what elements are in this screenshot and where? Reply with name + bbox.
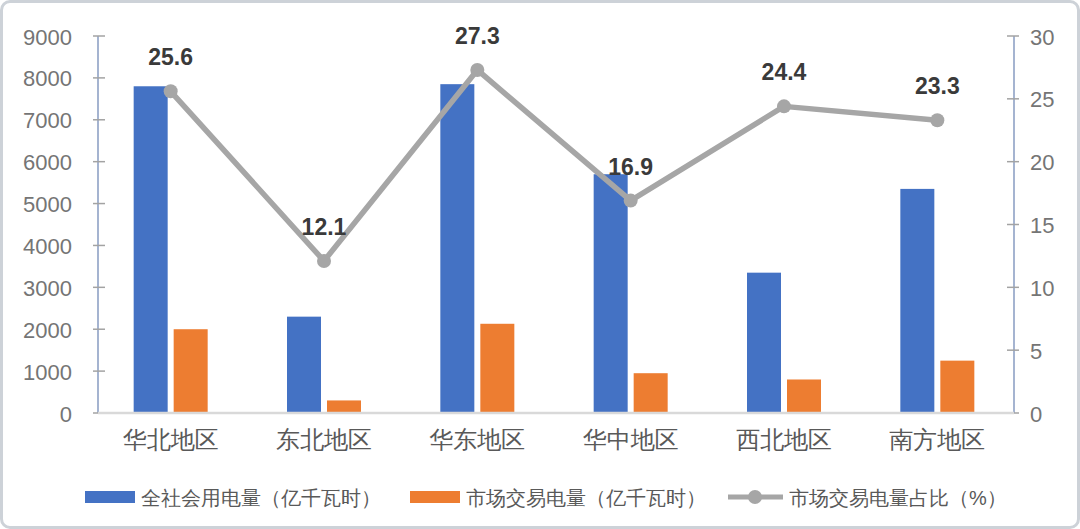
legend-label-total: 全社会用电量（亿千瓦时） xyxy=(141,487,381,509)
percent-data-label: 12.1 xyxy=(302,214,347,240)
market-trade-bar xyxy=(480,324,514,413)
percent-data-label: 23.3 xyxy=(915,73,960,99)
legend-dot-marker xyxy=(748,490,762,504)
category-label: 南方地区 xyxy=(889,426,985,453)
left-tick-label: 1000 xyxy=(23,360,72,385)
left-tick-label: 2000 xyxy=(23,318,72,343)
total-consumption-bar xyxy=(134,86,168,413)
market-trade-bar xyxy=(940,361,974,413)
legend-swatch-market xyxy=(410,491,460,503)
legend-label-percent: 市场交易电量占比（%） xyxy=(789,487,1007,509)
percent-line xyxy=(171,70,938,261)
total-consumption-bar xyxy=(747,273,781,413)
percent-data-label: 24.4 xyxy=(762,59,807,85)
category-label: 东北地区 xyxy=(276,426,372,453)
left-tick-label: 7000 xyxy=(23,108,72,133)
market-trade-bar xyxy=(634,373,668,413)
total-consumption-bar xyxy=(594,174,628,413)
left-tick-label: 5000 xyxy=(23,192,72,217)
legend-label-market: 市场交易电量（亿千瓦时） xyxy=(466,487,706,509)
percent-line-marker xyxy=(777,99,791,113)
left-tick-label: 4000 xyxy=(23,234,72,259)
category-label: 西北地区 xyxy=(736,426,832,453)
right-tick-label: 20 xyxy=(1030,150,1054,175)
percent-line-marker xyxy=(164,84,178,98)
percent-line-marker xyxy=(317,254,331,268)
total-consumption-bar xyxy=(440,84,474,413)
percent-data-label: 16.9 xyxy=(608,154,653,180)
left-tick-label: 9000 xyxy=(23,25,72,50)
left-tick-label: 8000 xyxy=(23,66,72,91)
total-consumption-bar xyxy=(900,189,934,413)
right-tick-label: 0 xyxy=(1030,402,1042,427)
right-tick-label: 5 xyxy=(1030,339,1042,364)
chart-card: 0 1000 2000 3000 4000 5000 6000 7000 8000 9000 0 5 1… xyxy=(0,0,1080,529)
total-consumption-bar xyxy=(287,317,321,413)
left-tick-label: 3000 xyxy=(23,276,72,301)
percent-line-marker xyxy=(470,63,484,77)
percent-line-marker xyxy=(624,194,638,208)
right-tick-label: 30 xyxy=(1030,25,1054,50)
category-label: 华中地区 xyxy=(583,426,679,453)
market-trade-bar xyxy=(787,379,821,413)
category-label: 华东地区 xyxy=(429,426,525,453)
combo-chart: 0 1000 2000 3000 4000 5000 6000 7000 8000 9000 0 5 1… xyxy=(3,3,1080,529)
left-tick-label: 0 xyxy=(60,402,72,427)
legend-swatch-total xyxy=(85,491,135,503)
percent-line-marker xyxy=(930,113,944,127)
market-trade-bar xyxy=(174,329,208,413)
market-trade-bar xyxy=(327,400,361,413)
percent-data-label: 27.3 xyxy=(455,23,500,49)
percent-data-label: 25.6 xyxy=(148,44,193,70)
category-label: 华北地区 xyxy=(123,426,219,453)
right-tick-label: 25 xyxy=(1030,87,1054,112)
right-tick-label: 15 xyxy=(1030,213,1054,238)
left-tick-label: 6000 xyxy=(23,150,72,175)
right-tick-label: 10 xyxy=(1030,276,1054,301)
